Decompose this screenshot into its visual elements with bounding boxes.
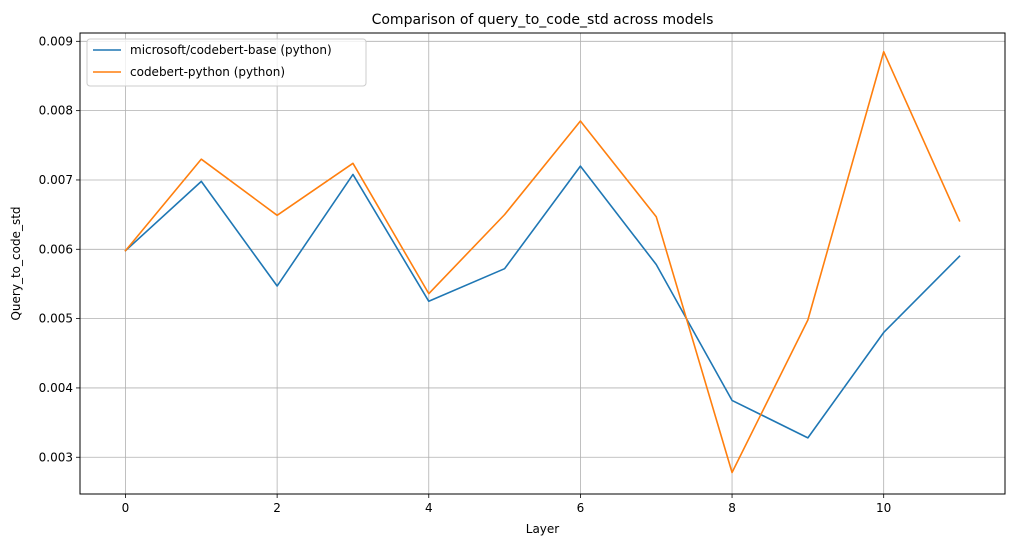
legend-label-codebert-python: codebert-python (python)	[130, 65, 285, 79]
grid	[80, 33, 1005, 494]
legend-box	[86, 38, 367, 87]
x-tick-label: 8	[728, 501, 736, 515]
x-tick-label: 6	[577, 501, 585, 515]
x-tick-label: 2	[273, 501, 281, 515]
series-line-0	[124, 165, 961, 439]
legend-label-codebert-base: microsoft/codebert-base (python)	[130, 43, 332, 57]
x-tick-label: 4	[425, 501, 433, 515]
x-tick-label: 0	[122, 501, 130, 515]
y-tick-label: 0.006	[39, 242, 73, 256]
x-axis-label: Layer	[526, 522, 560, 536]
y-tick-label: 0.005	[39, 312, 73, 326]
series-line-1	[124, 50, 961, 474]
axis-ticks: 0 2 4 6 8 10 0.003 0.004 0.005 0.006 0.007 0.008 0.0…	[39, 34, 892, 515]
y-tick-label: 0.009	[39, 34, 73, 48]
plot-frame	[79, 32, 1006, 495]
y-axis-label: Query_to_code_std	[9, 206, 23, 320]
legend: microsoft/codebert-base (python) codeber…	[86, 38, 367, 87]
y-tick-label: 0.008	[39, 104, 73, 118]
y-tick-label: 0.004	[39, 381, 73, 395]
series-lines	[124, 50, 961, 474]
x-tick-label: 10	[876, 501, 891, 515]
y-tick-label: 0.003	[39, 450, 73, 464]
y-tick-label: 0.007	[39, 173, 73, 187]
chart-title: Comparison of query_to_code_std across m…	[372, 12, 714, 28]
